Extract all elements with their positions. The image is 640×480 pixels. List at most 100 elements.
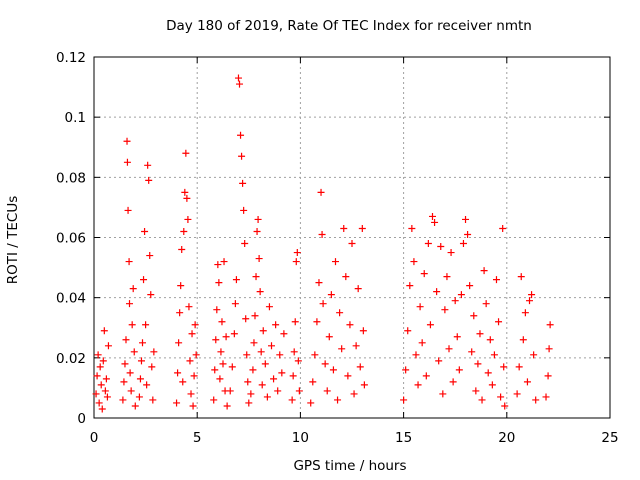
data-point: [470, 312, 478, 320]
data-point: [237, 131, 245, 139]
data-point: [211, 366, 219, 374]
data-point: [126, 369, 134, 377]
data-point: [222, 333, 230, 341]
data-point: [242, 315, 250, 323]
data-point: [352, 342, 360, 350]
data-point: [94, 351, 102, 359]
x-tick-label: 25: [601, 430, 618, 446]
data-point: [422, 372, 430, 380]
data-point: [214, 261, 222, 269]
data-point: [315, 279, 323, 287]
data-point: [478, 396, 486, 404]
data-point: [258, 381, 266, 389]
data-point: [459, 240, 467, 248]
data-point: [210, 396, 218, 404]
data-point: [546, 321, 554, 329]
data-point: [97, 381, 105, 389]
data-point: [453, 333, 461, 341]
data-point: [120, 378, 128, 386]
y-tick-label: 0.1: [65, 110, 86, 126]
y-tick-label: 0.08: [56, 170, 86, 186]
data-point: [103, 393, 111, 401]
data-point: [244, 378, 252, 386]
data-point: [245, 399, 253, 407]
y-axis-label: ROTI / TECUs: [5, 196, 21, 284]
data-point: [406, 282, 414, 290]
data-point: [232, 276, 240, 284]
data-point: [331, 258, 339, 266]
data-point: [418, 339, 426, 347]
data-point: [265, 303, 273, 311]
data-point: [313, 318, 321, 326]
data-point: [123, 137, 131, 145]
data-point: [252, 273, 260, 281]
data-point: [136, 375, 144, 383]
data-point: [150, 348, 158, 356]
data-point: [278, 369, 286, 377]
x-tick-label: 10: [292, 430, 309, 446]
data-point: [318, 230, 326, 238]
data-point: [123, 158, 131, 166]
data-point: [420, 270, 428, 278]
data-point: [143, 381, 151, 389]
chart-title: Day 180 of 2019, Rate Of TEC Index for r…: [166, 18, 532, 34]
data-point: [188, 330, 196, 338]
data-point: [92, 390, 100, 398]
data-point: [274, 387, 282, 395]
data-point: [139, 339, 147, 347]
data-point: [528, 291, 536, 299]
data-point: [293, 249, 301, 257]
data-point: [289, 372, 297, 380]
data-point: [268, 342, 276, 350]
data-point: [149, 396, 157, 404]
y-tick-label: 0.06: [56, 231, 86, 247]
data-point: [400, 396, 408, 404]
data-point: [488, 381, 496, 389]
data-point: [532, 396, 540, 404]
data-point: [292, 258, 300, 266]
data-point: [213, 306, 221, 314]
x-tick-label: 0: [90, 430, 99, 446]
data-point: [482, 300, 490, 308]
data-point: [137, 357, 145, 365]
data-point: [141, 227, 149, 235]
data-point: [173, 399, 181, 407]
data-point: [404, 327, 412, 335]
data-point: [495, 318, 503, 326]
data-point: [250, 339, 258, 347]
data-point: [185, 303, 193, 311]
data-point: [175, 339, 183, 347]
data-point: [142, 321, 150, 329]
data-point: [412, 351, 420, 359]
data-point: [290, 348, 298, 356]
data-point: [179, 378, 187, 386]
data-point: [410, 258, 418, 266]
data-point: [354, 285, 362, 293]
data-point: [126, 300, 134, 308]
data-point: [480, 267, 488, 275]
data-point: [414, 381, 422, 389]
data-point: [182, 149, 190, 157]
data-point: [455, 366, 463, 374]
data-point: [263, 393, 271, 401]
data-point: [545, 345, 553, 353]
data-point: [311, 351, 319, 359]
y-tick-label: 0.12: [56, 50, 86, 66]
data-point: [181, 188, 189, 196]
data-point: [437, 243, 445, 251]
data-point: [441, 306, 449, 314]
data-point: [323, 387, 331, 395]
data-point: [270, 375, 278, 383]
data-point: [424, 240, 432, 248]
data-point: [359, 327, 367, 335]
data-point: [238, 152, 246, 160]
data-point: [212, 336, 220, 344]
data-point: [128, 321, 136, 329]
data-point: [189, 402, 197, 410]
x-tick-label: 5: [193, 430, 202, 446]
data-point: [234, 74, 242, 82]
data-point: [439, 390, 447, 398]
data-point: [402, 366, 410, 374]
data-point: [490, 351, 498, 359]
